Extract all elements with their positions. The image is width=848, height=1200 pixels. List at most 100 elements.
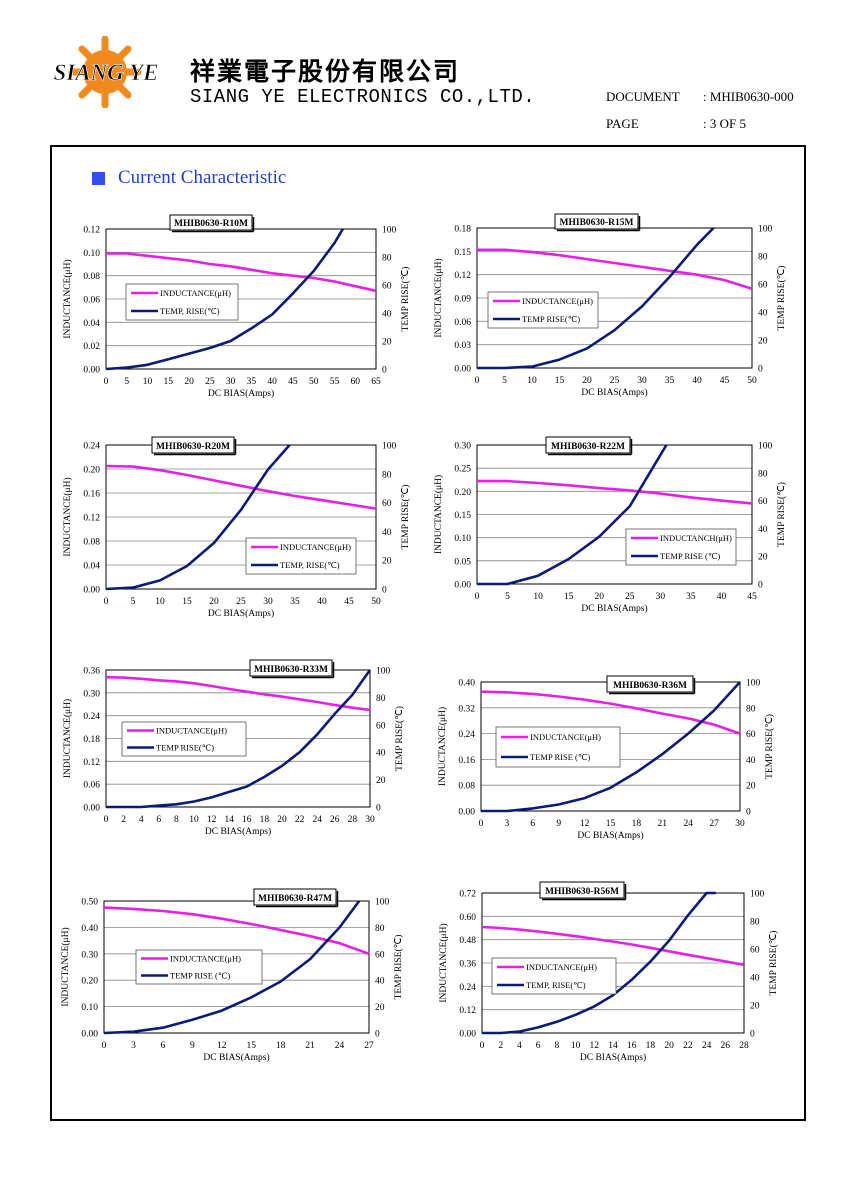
y-tick-label: 0.00 bbox=[454, 365, 471, 375]
x-tick-label: 27 bbox=[364, 1041, 374, 1051]
y2-tick-label: 40 bbox=[746, 756, 756, 766]
x-tick-label: 40 bbox=[267, 377, 277, 387]
temp-rise-line bbox=[103, 900, 361, 1035]
x-tick-label: 60 bbox=[350, 377, 360, 387]
y-tick-label: 0.06 bbox=[83, 296, 100, 306]
legend-label: TEMP, RISE(℃) bbox=[280, 560, 340, 570]
y-tick-label: 0.50 bbox=[81, 898, 98, 908]
y-tick-label: 0.24 bbox=[83, 712, 100, 722]
x-tick-label: 25 bbox=[205, 377, 215, 387]
x-tick-label: 10 bbox=[143, 377, 153, 387]
x-tick-label: 20 bbox=[209, 597, 219, 607]
y-tick-label: 0.12 bbox=[83, 514, 100, 524]
x-tick-label: 30 bbox=[226, 377, 236, 387]
y-tick-label: 0.16 bbox=[83, 490, 100, 500]
y-tick-label: 0.24 bbox=[458, 730, 475, 740]
x-tick-label: 5 bbox=[131, 597, 136, 607]
chart-title-box bbox=[169, 214, 253, 231]
y-tick-label: 0.00 bbox=[458, 808, 475, 818]
inductance-line bbox=[477, 479, 753, 505]
y-tick-label: 0.30 bbox=[83, 689, 100, 699]
x-tick-label: 26 bbox=[721, 1041, 731, 1051]
y2-tick-label: 100 bbox=[382, 442, 397, 452]
x-tick-label: 30 bbox=[263, 597, 273, 607]
temp-rise-line bbox=[477, 444, 668, 586]
x-tick-label: 35 bbox=[665, 376, 675, 386]
y2-tick-label: 40 bbox=[758, 525, 768, 535]
temp-rise-line bbox=[481, 681, 741, 813]
chart-title-box bbox=[249, 659, 333, 677]
document-label: DOCUMENT bbox=[606, 89, 680, 104]
x-tick-label: 45 bbox=[747, 592, 757, 602]
chart-1: 0.000.020.040.060.080.100.12020406080100… bbox=[62, 214, 411, 399]
x-tick-label: 14 bbox=[608, 1041, 618, 1051]
y2-axis-label: TEMP RISE(℃) bbox=[764, 714, 775, 779]
y-tick-label: 0.06 bbox=[83, 781, 100, 791]
y-tick-label: 0.08 bbox=[458, 782, 475, 792]
x-tick-label: 22 bbox=[295, 815, 305, 825]
x-tick-label: 2 bbox=[498, 1041, 503, 1051]
y2-tick-label: 60 bbox=[758, 497, 768, 507]
x-tick-label: 30 bbox=[656, 592, 666, 602]
chart-title: MHIB0630-R47M bbox=[258, 894, 332, 904]
legend-label: INDUCTANCE(μH) bbox=[156, 726, 227, 736]
x-tick-label: 35 bbox=[290, 597, 300, 607]
chart-title-box bbox=[151, 436, 235, 454]
y-tick-label: 0.08 bbox=[83, 538, 100, 548]
x-tick-label: 65 bbox=[371, 377, 381, 387]
y-tick-label: 0.25 bbox=[454, 465, 471, 475]
y2-tick-label: 100 bbox=[382, 226, 397, 236]
y-tick-label: 0.30 bbox=[454, 442, 471, 452]
y2-tick-label: 0 bbox=[382, 586, 387, 596]
legend-box bbox=[245, 537, 357, 575]
y2-tick-label: 80 bbox=[750, 918, 760, 928]
x-axis-label: DC BIAS(Amps) bbox=[205, 826, 271, 837]
company-logo: SIANG YE bbox=[53, 36, 159, 108]
y-tick-label: 0.00 bbox=[83, 804, 100, 814]
x-tick-label: 20 bbox=[277, 815, 287, 825]
y2-tick-label: 60 bbox=[758, 281, 768, 291]
x-tick-label: 5 bbox=[124, 377, 129, 387]
y-tick-label: 0.03 bbox=[454, 341, 471, 351]
company-name-chinese: 祥業電子股份有限公司 bbox=[190, 57, 461, 86]
x-tick-label: 15 bbox=[606, 819, 616, 829]
chart-2: 0.000.030.060.090.120.150.18020406080100… bbox=[433, 213, 787, 398]
x-tick-label: 50 bbox=[747, 376, 757, 386]
y2-tick-label: 60 bbox=[746, 730, 756, 740]
y-tick-label: 0.40 bbox=[458, 679, 475, 689]
y-tick-label: 0.00 bbox=[83, 366, 100, 376]
section-title-text: Current Characteristic bbox=[118, 167, 287, 188]
plot-area bbox=[103, 900, 370, 1034]
y2-tick-label: 40 bbox=[376, 749, 386, 759]
y2-tick-label: 20 bbox=[758, 553, 768, 563]
y-axis-label: INDUCTANCE(μH) bbox=[433, 475, 444, 554]
y2-tick-label: 0 bbox=[376, 804, 381, 814]
chart-3: 0.000.040.080.120.160.200.24020406080100… bbox=[62, 436, 411, 619]
x-tick-label: 15 bbox=[246, 1041, 256, 1051]
y2-tick-label: 20 bbox=[376, 776, 386, 786]
inductance-line bbox=[480, 690, 741, 735]
y-axis-label: INDUCTANCE(μH) bbox=[62, 477, 73, 556]
chart-title: MHIB0630-R22M bbox=[551, 442, 625, 452]
y-tick-label: 0.10 bbox=[83, 249, 100, 259]
x-tick-label: 3 bbox=[505, 819, 510, 829]
chart-7: 0.00 0.10 0.20 0.30 0.40 0.50 0 20 40 60 80 100 0 3 6 9… bbox=[60, 888, 404, 1063]
y-tick-label: 0.04 bbox=[83, 562, 100, 572]
x-tick-label: 26 bbox=[330, 815, 340, 825]
x-tick-label: 20 bbox=[664, 1041, 674, 1051]
legend-label: TEMP RISE(℃) bbox=[522, 314, 580, 324]
y2-tick-label: 100 bbox=[758, 225, 773, 235]
legend-label: INDUCTANCE(μH) bbox=[522, 296, 593, 306]
x-tick-label: 0 bbox=[102, 1041, 107, 1051]
y-tick-label: 0.72 bbox=[459, 890, 476, 900]
y-tick-label: 0.04 bbox=[83, 319, 100, 329]
x-tick-label: 18 bbox=[276, 1041, 286, 1051]
x-tick-label: 24 bbox=[683, 819, 693, 829]
chart-title: MHIB0630-R36M bbox=[613, 681, 687, 691]
y-axis-label: INDUCTANCE(μH) bbox=[433, 258, 444, 337]
x-tick-label: 30 bbox=[735, 819, 745, 829]
y-tick-label: 0.15 bbox=[454, 248, 471, 258]
x-tick-label: 0 bbox=[475, 592, 480, 602]
y-tick-label: 0.18 bbox=[454, 225, 471, 235]
y2-tick-label: 80 bbox=[746, 704, 756, 714]
